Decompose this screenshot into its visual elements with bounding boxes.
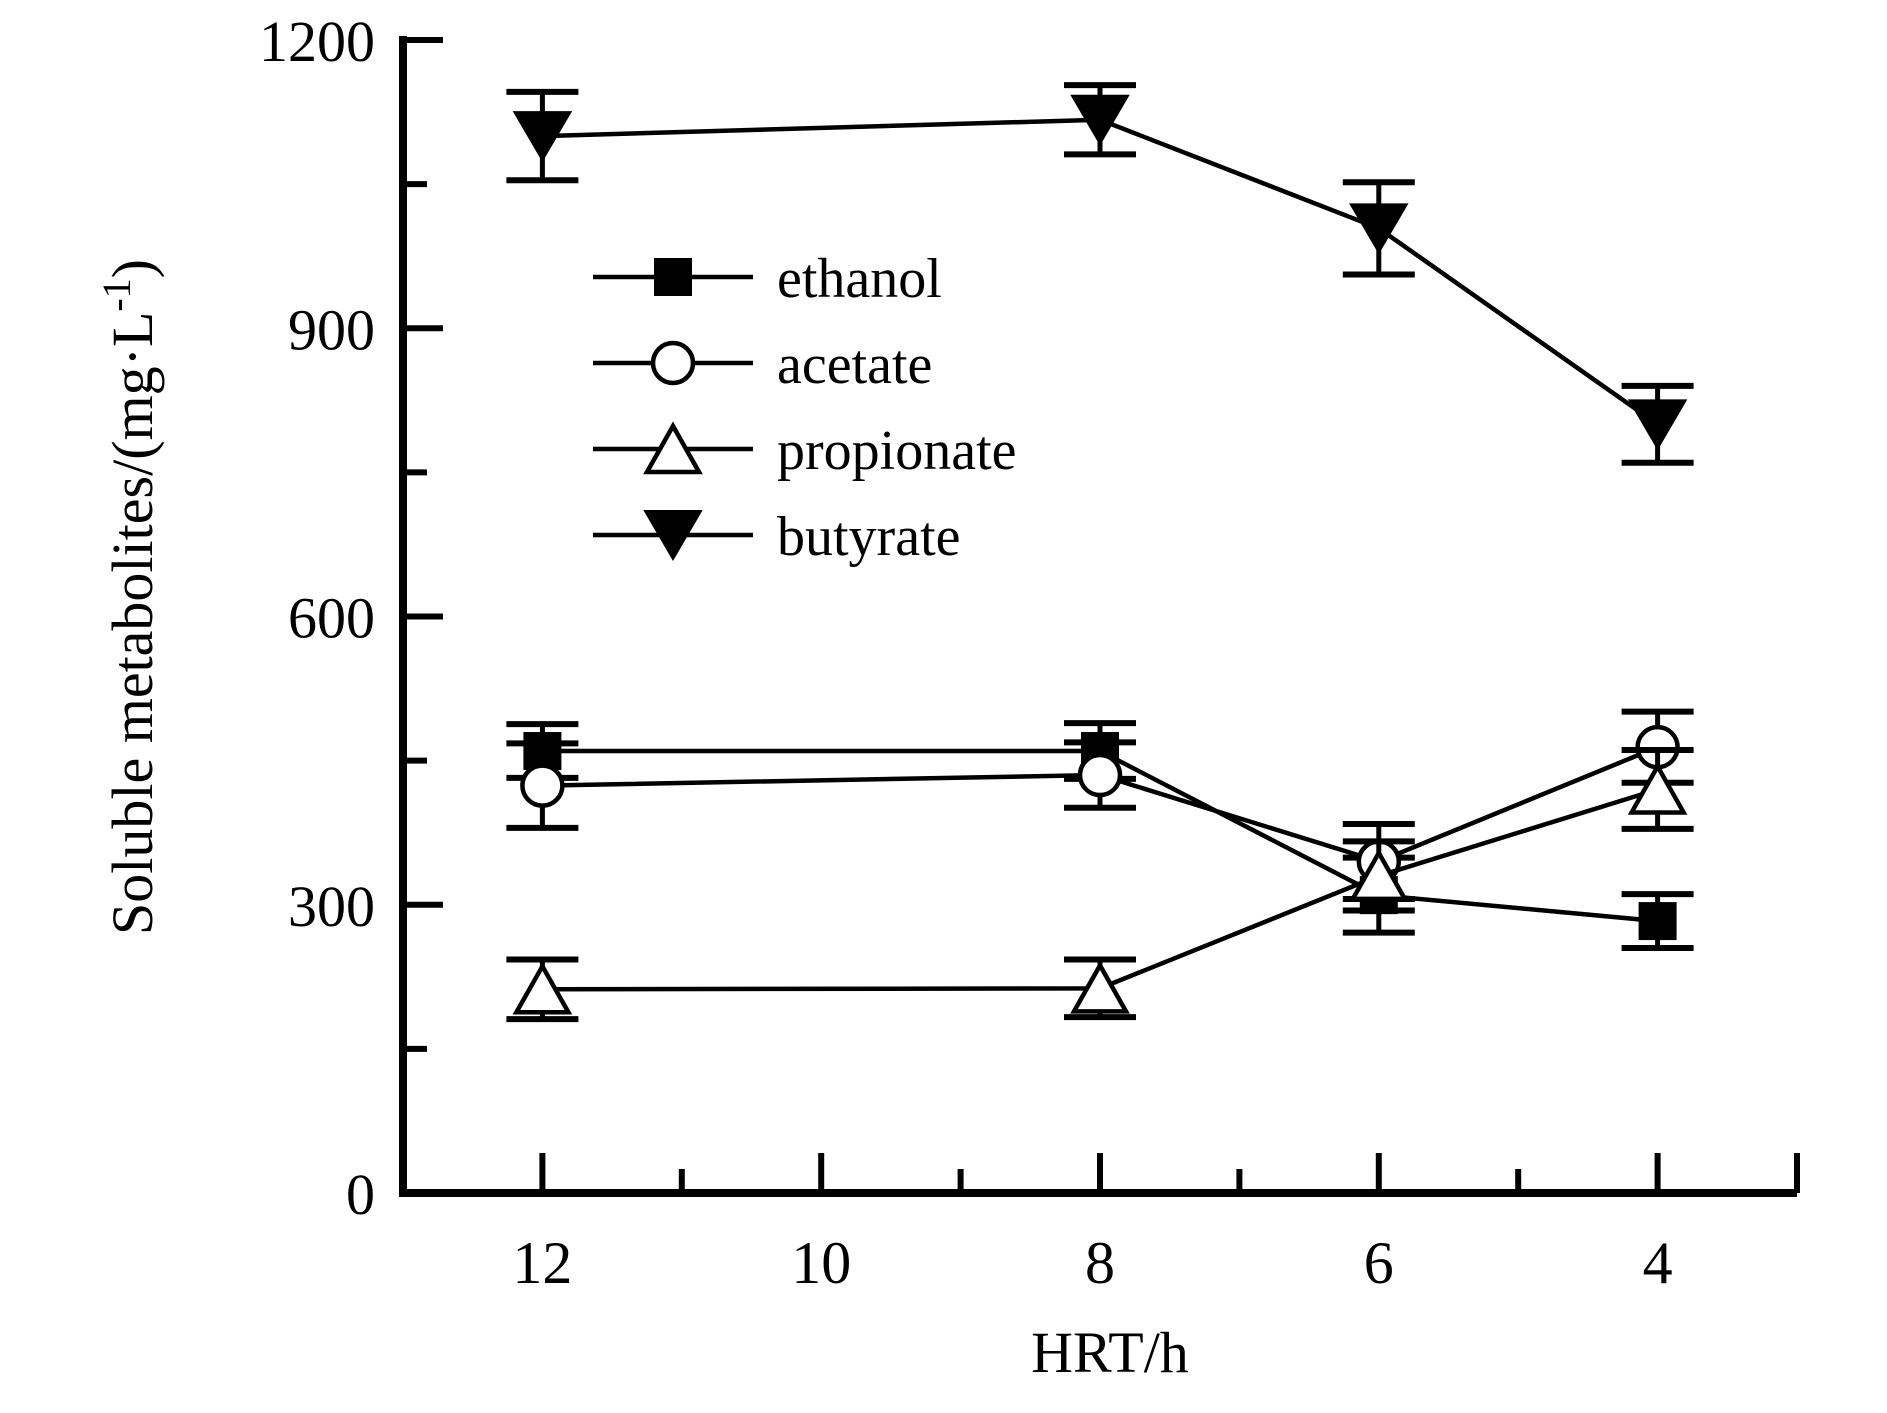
y-axis-tick-label: 1200 — [259, 9, 375, 74]
x-axis-tick-label: 10 — [791, 1230, 851, 1296]
butyrate-marker — [1070, 94, 1130, 146]
acetate-marker — [520, 763, 565, 808]
ethanol-marker — [1638, 902, 1677, 941]
x-axis-tick-label: 6 — [1364, 1230, 1394, 1296]
x-axis-tick-label: 4 — [1643, 1230, 1673, 1296]
propionate-marker — [1627, 761, 1688, 815]
y-axis-tick-label: 600 — [288, 586, 375, 651]
legend-label: acetate — [777, 334, 932, 396]
x-axis-tick-label: 12 — [512, 1230, 572, 1296]
legend-label: ethanol — [777, 248, 942, 310]
y-axis-tick-label: 900 — [288, 297, 375, 362]
series-propionate — [506, 747, 1694, 1023]
y-axis-tick-label: 300 — [288, 874, 375, 939]
legend-label: butyrate — [777, 506, 960, 568]
propionate-marker — [512, 961, 573, 1015]
series-acetate — [506, 708, 1694, 902]
y-axis-title: Soluble metabolites/(mg·L-1) — [94, 259, 165, 935]
legend-item-propionate: propionate — [593, 420, 1016, 482]
legend-item-ethanol: ethanol — [593, 248, 942, 310]
propionate-line — [542, 787, 1659, 992]
butyrate-marker — [512, 111, 573, 163]
legend-filled-triangle-down-icon — [643, 510, 703, 561]
ethanol-line — [542, 748, 1658, 924]
legend-item-acetate: acetate — [593, 334, 932, 396]
series-butyrate — [506, 82, 1694, 466]
propionate-marker — [1348, 848, 1409, 902]
legend-open-triangle-up-icon — [643, 421, 703, 475]
legend-open-circle-icon — [650, 340, 696, 386]
y-axis-tick-label: 0 — [346, 1162, 375, 1227]
acetate-line — [542, 745, 1659, 864]
butyrate-line — [542, 117, 1659, 427]
acetate-marker — [1077, 752, 1123, 798]
butyrate-marker — [1349, 203, 1409, 255]
axes: 0 300 600 900 1200 12 10 8 6 4 HRT/h Soluble metabo… — [94, 9, 1800, 1385]
butyrate-marker — [1627, 399, 1688, 451]
propionate-marker — [1070, 960, 1130, 1014]
legend-label: propionate — [777, 420, 1016, 482]
x-axis-tick-label: 8 — [1085, 1230, 1115, 1296]
x-axis-title: HRT/h — [1031, 1320, 1189, 1385]
legend-item-butyrate: butyrate — [593, 506, 960, 568]
legend: ethanol acetate propionate butyrate — [593, 248, 1016, 568]
legend-filled-square-icon — [654, 258, 692, 296]
